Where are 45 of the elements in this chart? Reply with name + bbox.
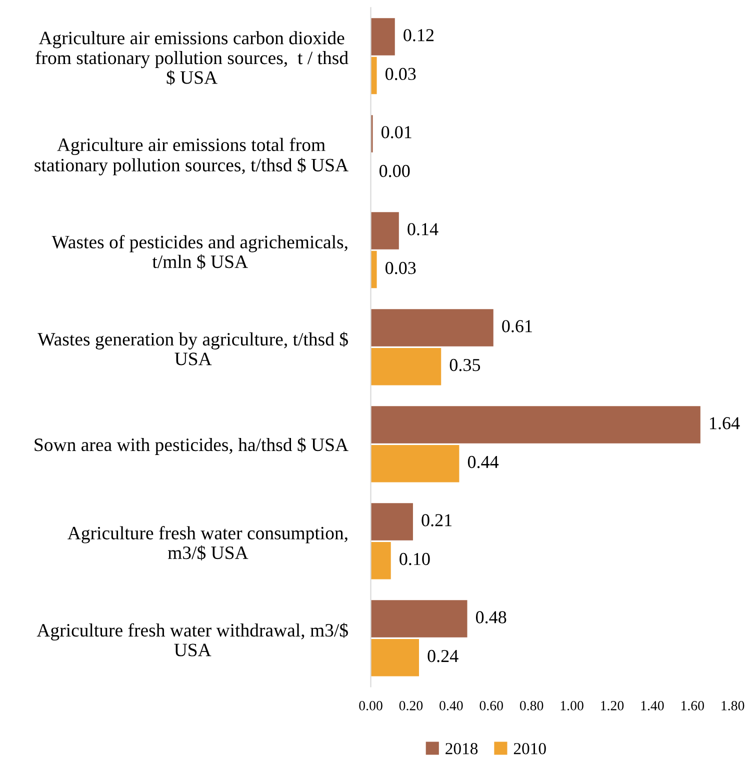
data-label: 0.48 [476, 611, 506, 624]
y-tick-label: Agriculture air emissions total from stationary pollution sources, t/thsd $ USA [34, 138, 348, 176]
y-tick-label: Wastes of pesticides and agrichemicals, t/mln $ USA [52, 235, 348, 270]
x-tick-label: 0.00 [359, 700, 382, 710]
y-tick-label: Agriculture fresh water consumption, m3/$ USA [68, 526, 348, 560]
data-label: 0.03 [386, 68, 416, 80]
bar [370, 18, 395, 56]
data-label: 0.03 [386, 262, 416, 274]
bar [370, 250, 377, 288]
x-tick-label: 0.60 [480, 700, 503, 710]
data-label: 0.12 [404, 29, 434, 42]
data-label: 0.24 [428, 650, 458, 662]
x-tick-label: 0.80 [520, 700, 544, 710]
bar [370, 444, 460, 482]
x-tick-label: 1.20 [601, 700, 624, 710]
x-tick-label: 1.60 [681, 700, 704, 710]
data-label: 1.64 [710, 417, 740, 430]
x-tick-label: 1.00 [560, 700, 584, 710]
legend-label: 2010 [514, 743, 546, 754]
y-tick-label: Agriculture air emissions carbon dioxide from stationary pollution sources, t / thsd $ USA [36, 31, 348, 86]
y-tick-label: Agriculture fresh water withdrawal, m3/$ USA [36, 622, 348, 656]
data-label: 0.61 [502, 320, 532, 332]
x-tick-label: 1.40 [641, 700, 664, 710]
data-label: 0.01 [382, 126, 412, 138]
bar [370, 503, 413, 540]
data-label: 0.14 [408, 223, 438, 236]
x-tick-label: 0.20 [399, 700, 423, 710]
y-tick-label: Sown area with pesticides, ha/thsd $ USA [34, 437, 348, 455]
data-label: 0.21 [422, 514, 452, 526]
bar [370, 542, 391, 580]
bar [370, 56, 377, 94]
data-label: 0.35 [450, 358, 480, 372]
legend-label: 2018 [446, 743, 478, 754]
bar [370, 638, 420, 676]
data-label: 0.10 [400, 552, 430, 566]
bar [370, 406, 700, 444]
y-tick-label: Wastes generation by agriculture, t/thsd $ USA [38, 332, 348, 366]
data-label: 0.44 [468, 456, 499, 468]
bar [370, 212, 399, 250]
data-label: 0.00 [379, 164, 410, 178]
x-tick-label: 1.80 [722, 700, 744, 710]
x-tick-label: 0.40 [440, 700, 463, 710]
bar [370, 309, 494, 346]
bar [370, 348, 442, 386]
bar [370, 600, 468, 638]
